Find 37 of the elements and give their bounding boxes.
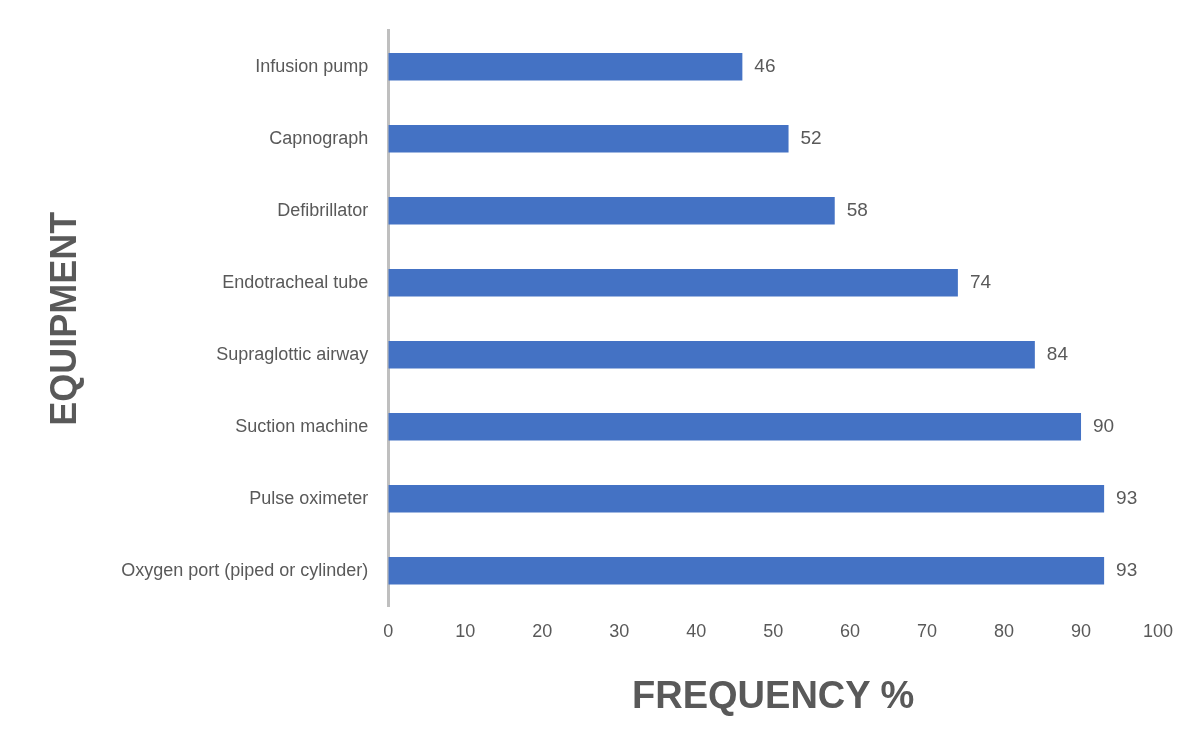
data-label: 84: [1046, 343, 1069, 365]
y-tick-label: Defibrillator: [277, 199, 369, 220]
y-tick-label: Endotracheal tube: [222, 271, 369, 292]
x-tick-label: 70: [917, 620, 938, 641]
x-tick-label: 40: [686, 620, 707, 641]
data-label: 74: [969, 271, 992, 293]
x-tick-label: 80: [994, 620, 1015, 641]
x-tick-label: 100: [1142, 620, 1174, 641]
bar: [388, 485, 1105, 513]
bar: [388, 197, 835, 225]
y-tick-label: Infusion pump: [255, 55, 369, 76]
data-label: 90: [1093, 415, 1115, 437]
bar: [388, 53, 743, 81]
y-axis-title: EQUIPMENT: [42, 211, 84, 426]
bar: [388, 269, 958, 297]
x-tick-label: 10: [455, 620, 476, 641]
x-axis-title: FREQUENCY %: [632, 673, 915, 716]
x-tick-label: 30: [609, 620, 630, 641]
y-tick-label: Capnograph: [269, 127, 369, 148]
x-tick-label: 50: [763, 620, 784, 641]
data-label: 93: [1116, 487, 1138, 509]
data-label: 93: [1116, 559, 1138, 581]
bar: [388, 125, 789, 153]
bar: [388, 341, 1035, 369]
data-label: 46: [754, 55, 776, 77]
data-label: 58: [846, 199, 868, 221]
y-tick-label: Supraglottic airway: [216, 343, 369, 364]
data-label: 52: [800, 127, 822, 149]
y-tick-label: Suction machine: [235, 415, 369, 436]
y-tick-label: Oxygen port (piped or cylinder): [121, 559, 369, 580]
x-tick-label: 0: [383, 620, 394, 641]
bar: [388, 413, 1082, 441]
y-tick-label: Pulse oximeter: [249, 487, 369, 508]
x-tick-label: 90: [1071, 620, 1092, 641]
x-tick-label: 60: [840, 620, 861, 641]
x-tick-label: 20: [532, 620, 553, 641]
bar: [388, 557, 1105, 585]
